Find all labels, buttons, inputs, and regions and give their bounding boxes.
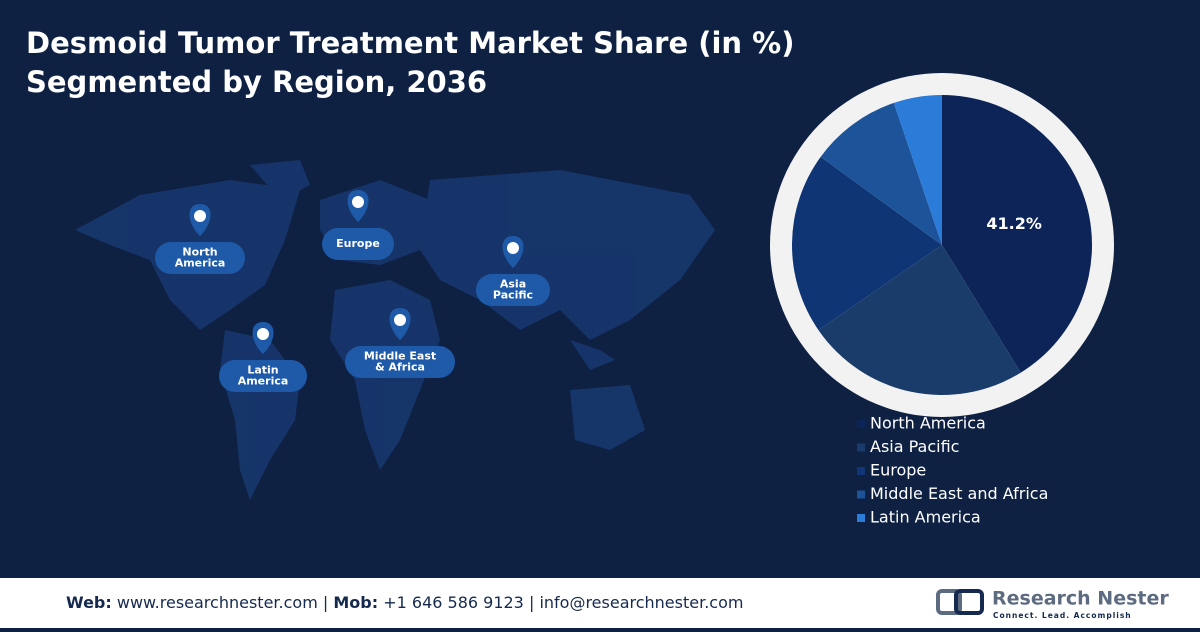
legend: North America Asia Pacific Europe Middle Ea… — [857, 414, 1048, 527]
pin-dot — [194, 210, 206, 222]
mob-label: Mob: — [333, 593, 378, 612]
pie-slice — [820, 102, 942, 245]
chart-title: Desmoid Tumor Treatment Market Share (in… — [26, 26, 795, 60]
map-label: North — [182, 246, 217, 259]
pin-dot — [507, 242, 519, 254]
map-label: Pacific — [493, 289, 533, 302]
legend-label: Latin America — [870, 508, 981, 527]
label-pill — [476, 274, 550, 306]
web: www.researchnester.com — [117, 593, 318, 612]
logo-tagline: Connect. Lead. Accomplish — [993, 611, 1132, 620]
separator: | — [529, 593, 534, 612]
chart-subtitle: Segmented by Region, 2036 — [26, 65, 487, 99]
email: info@researchnester.com — [539, 593, 743, 612]
pin-dot — [352, 196, 364, 208]
legend-swatch — [857, 467, 865, 475]
legend-swatch — [857, 490, 865, 499]
legend-label: Asia Pacific — [870, 437, 959, 456]
pie-slice — [942, 95, 1092, 373]
footer-contact: Web: www.researchnester.com | Mob: +1 64… — [66, 593, 743, 612]
logo-name: Research Nester — [992, 588, 1169, 610]
logo-icon — [936, 589, 962, 615]
separator: | — [323, 593, 328, 612]
pie-slice — [893, 95, 942, 245]
label-pill — [322, 228, 394, 260]
legend-label: Europe — [870, 461, 926, 480]
map-label: America — [175, 257, 226, 270]
logo: Research Nester Connect. Lead. Accomplis… — [936, 588, 1169, 620]
data-label: 41.2% — [986, 214, 1042, 233]
map-label: Middle East — [364, 350, 436, 363]
pie-slice — [818, 245, 1021, 395]
legend-swatch — [857, 420, 865, 428]
map-label: Asia — [500, 278, 526, 291]
legend-swatch — [857, 514, 865, 522]
pie: 41.2% — [792, 95, 1092, 395]
pin-dot — [394, 314, 406, 326]
pie-slice — [792, 156, 942, 331]
web-label: Web: — [66, 593, 112, 612]
map-label: Latin — [247, 364, 278, 377]
logo-icon — [954, 589, 984, 615]
label-pill — [155, 242, 245, 274]
legend-label: North America — [870, 414, 986, 433]
mob: +1 646 586 9123 — [383, 593, 524, 612]
map-label: & Africa — [375, 361, 425, 374]
label-pill — [219, 360, 307, 392]
pin-dot — [257, 328, 269, 340]
legend-label: Middle East and Africa — [870, 484, 1048, 503]
label-pill — [345, 346, 455, 378]
footer — [0, 578, 1200, 628]
map-label: America — [238, 375, 289, 388]
map-label: Europe — [336, 237, 380, 250]
legend-swatch — [857, 443, 865, 452]
